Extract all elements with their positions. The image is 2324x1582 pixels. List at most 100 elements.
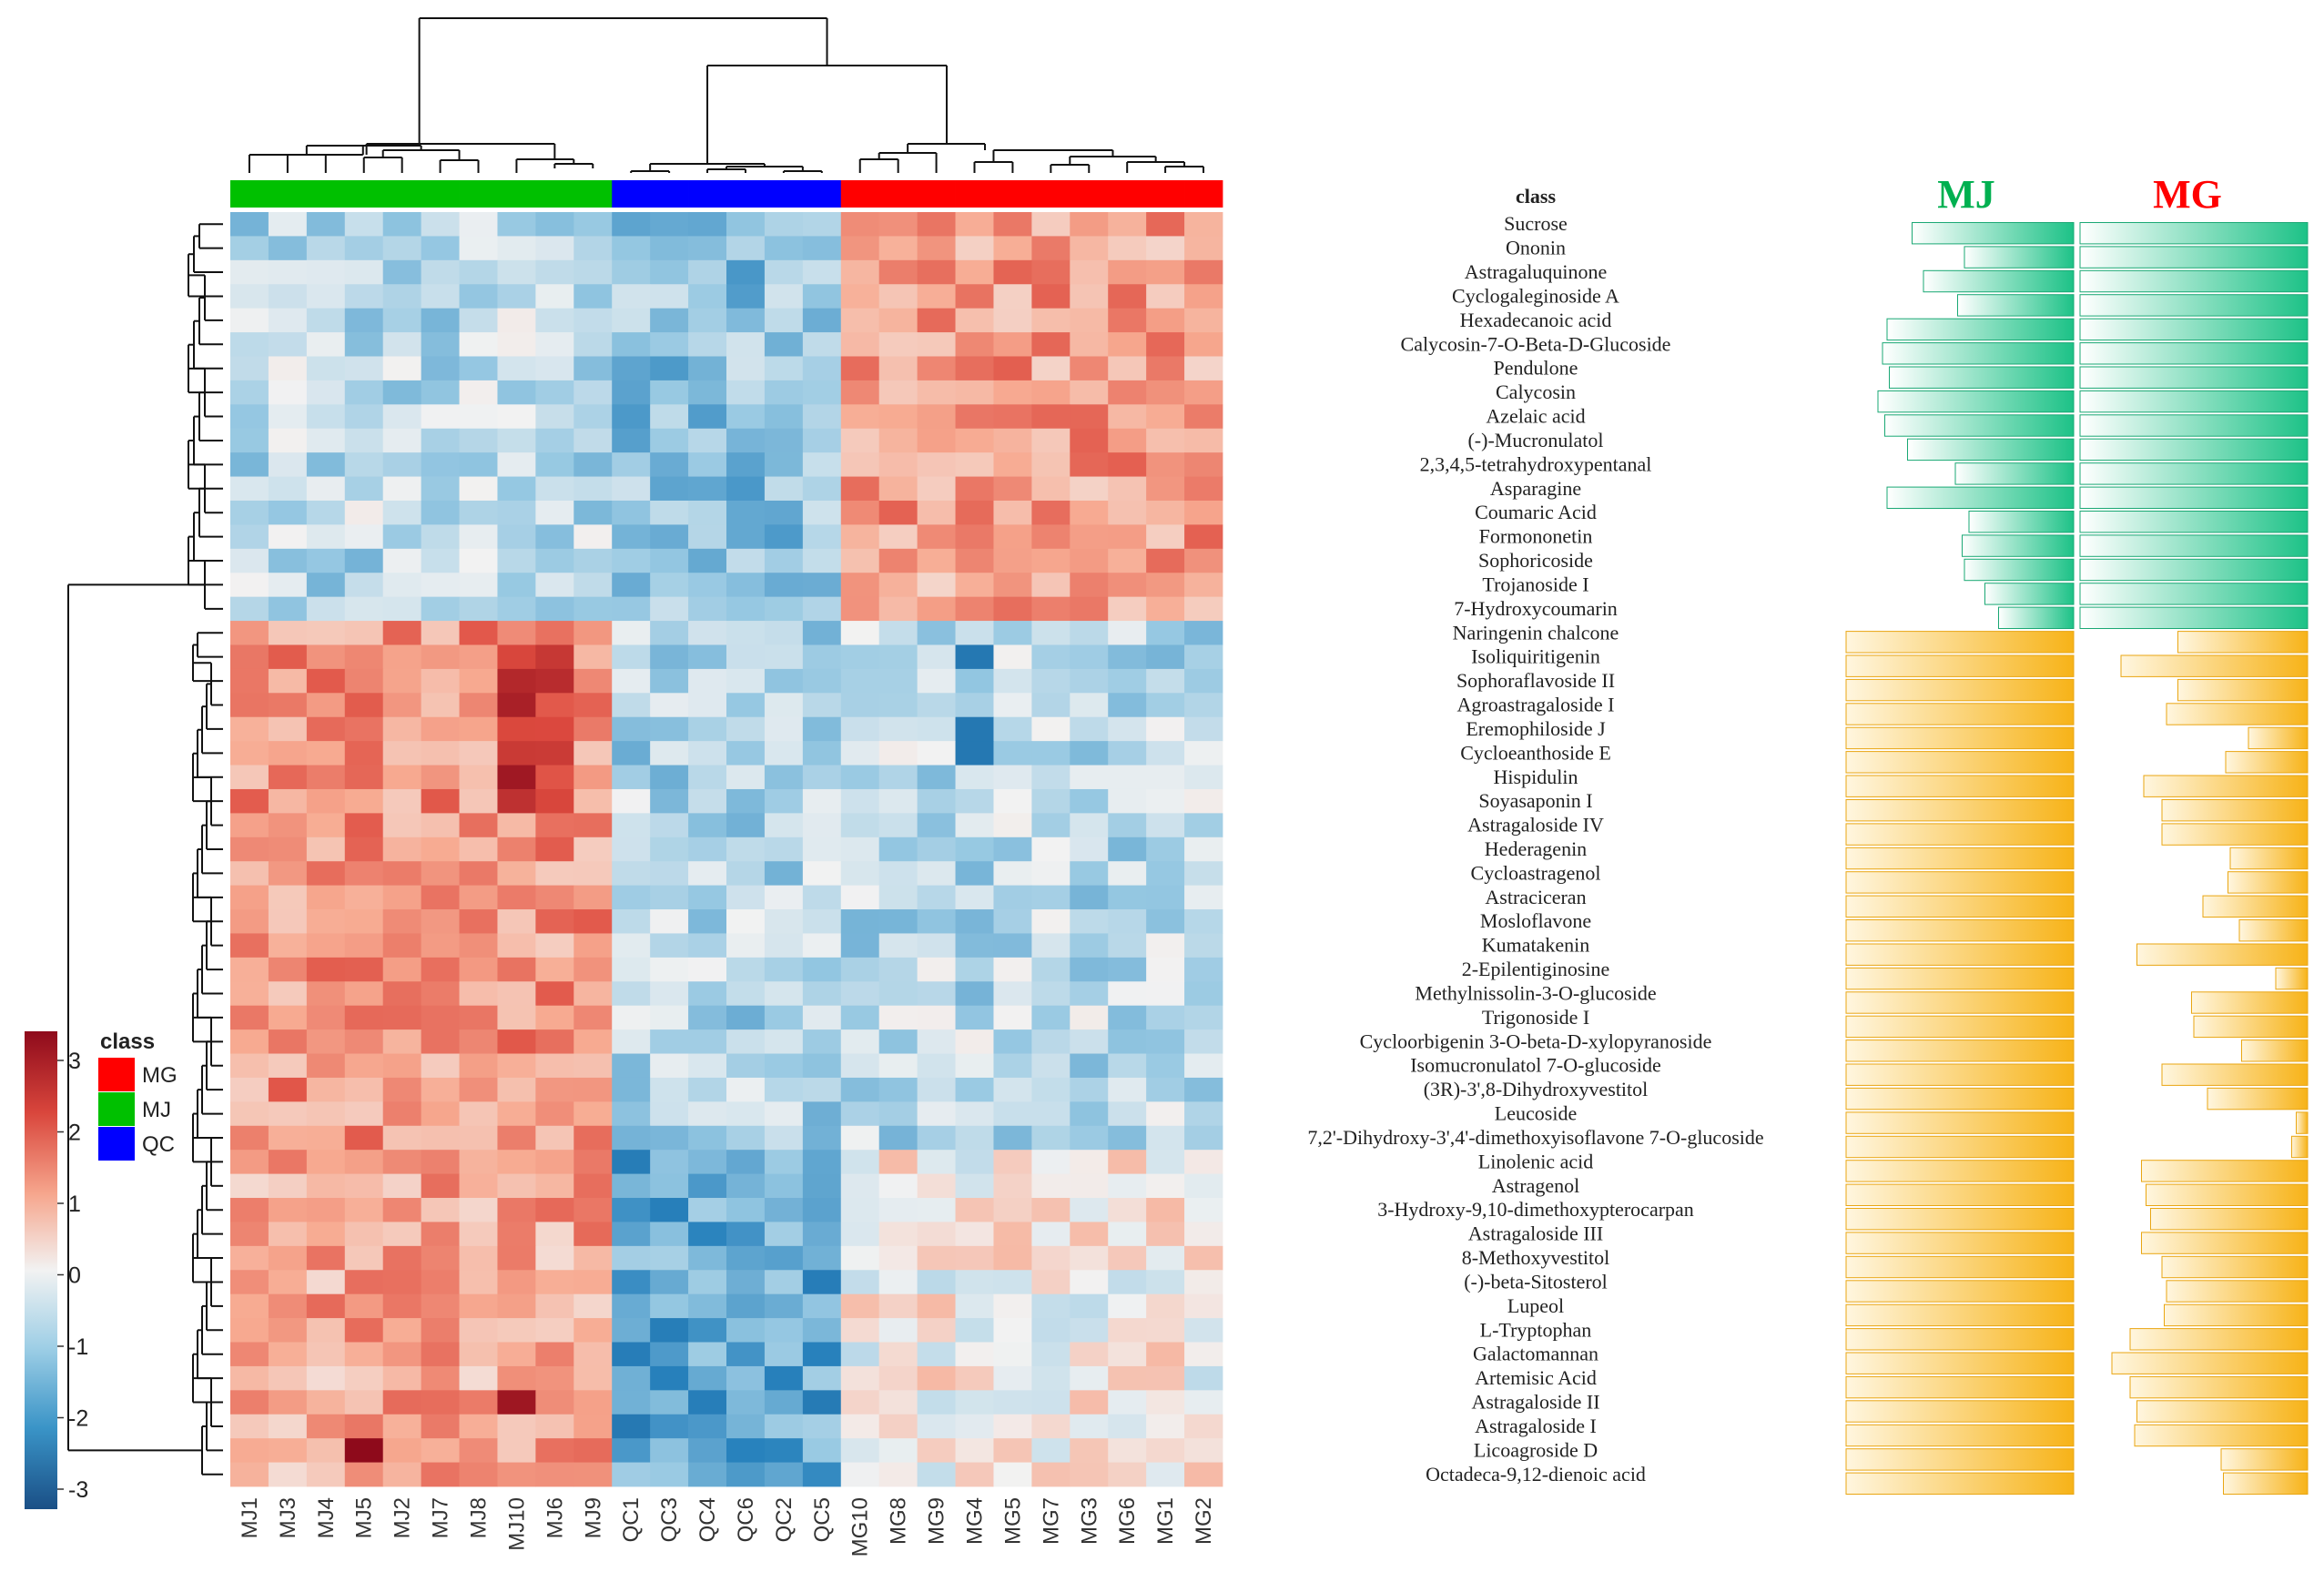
heatmap-cell — [1184, 716, 1223, 742]
heatmap-cell — [497, 741, 536, 766]
heatmap-cell — [1108, 1005, 1147, 1030]
heatmap-cell — [344, 1390, 384, 1415]
heatmap-cell — [497, 621, 536, 645]
mj-bar — [1962, 534, 2075, 557]
heatmap-cell — [1108, 741, 1147, 766]
heatmap-cell — [573, 1270, 613, 1295]
heatmap-cell — [497, 1150, 536, 1175]
heatmap-cell — [459, 1318, 498, 1343]
heatmap-cell — [230, 957, 269, 982]
heatmap-cell — [1070, 693, 1109, 718]
heatmap-cell — [1070, 837, 1109, 862]
heatmap-cell — [344, 1365, 384, 1391]
heatmap-cell — [1108, 380, 1147, 405]
heatmap-cell — [573, 1342, 613, 1367]
heatmap-cell — [955, 236, 994, 261]
heatmap-cell — [878, 716, 918, 742]
heatmap-cell — [917, 909, 956, 934]
heatmap-cell — [306, 1150, 346, 1175]
metabolite-label: Pendulone — [1494, 357, 1578, 380]
heatmap-cell — [650, 573, 689, 598]
heatmap-cell — [917, 284, 956, 309]
heatmap-cell — [382, 668, 422, 694]
heatmap-cell — [955, 428, 994, 453]
heatmap-cell — [497, 1222, 536, 1247]
heatmap-cell — [1108, 1365, 1147, 1391]
heatmap-cell — [650, 1005, 689, 1030]
scale-tick-label: -2 — [68, 1406, 88, 1432]
heatmap-cell — [764, 981, 804, 1007]
heatmap-cell — [993, 548, 1032, 573]
mj-bar — [1845, 895, 2075, 918]
heatmap-cell — [726, 1173, 766, 1199]
heatmap-cell — [268, 236, 308, 261]
heatmap-cell — [1031, 332, 1071, 357]
heatmap-cell — [344, 1029, 384, 1054]
heatmap-cell — [497, 1293, 536, 1319]
heatmap-cell — [268, 548, 308, 573]
heatmap-cell — [535, 1101, 574, 1127]
heatmap-cell — [268, 1222, 308, 1247]
heatmap-cell — [955, 716, 994, 742]
heatmap-cell — [802, 1053, 842, 1079]
heatmap-cell — [650, 1390, 689, 1415]
heatmap-cell — [955, 548, 994, 573]
heatmap-cell — [1146, 524, 1185, 550]
heatmap-cell — [764, 1101, 804, 1127]
heatmap-cell — [421, 1293, 460, 1319]
heatmap-cell — [764, 1053, 804, 1079]
heatmap-cell — [459, 259, 498, 285]
metabolite-label: Cycloastragenol — [1471, 861, 1601, 884]
heatmap-cell — [993, 1222, 1032, 1247]
heatmap-cell — [535, 668, 574, 694]
heatmap-cell — [1146, 837, 1185, 862]
heatmap-cell — [421, 308, 460, 333]
heatmap-cell — [421, 861, 460, 887]
heatmap-cell — [230, 1318, 269, 1343]
color-scale-bar — [25, 1031, 57, 1509]
heatmap-cell — [612, 308, 651, 333]
heatmap-cell — [1184, 644, 1223, 670]
heatmap-cell — [421, 1270, 460, 1295]
heatmap-cell — [1146, 1293, 1185, 1319]
heatmap-cell — [955, 1438, 994, 1463]
class-annotation-cell — [497, 180, 536, 208]
heatmap-cell — [344, 332, 384, 357]
heatmap-cell — [1070, 500, 1109, 525]
heatmap-cell — [382, 933, 422, 958]
heatmap-cell — [688, 1270, 727, 1295]
heatmap-cell — [917, 308, 956, 333]
heatmap-cell — [764, 909, 804, 934]
heatmap-cell — [764, 1150, 804, 1175]
heatmap-cell — [955, 284, 994, 309]
heatmap-cell — [802, 452, 842, 477]
heatmap-cell — [726, 380, 766, 405]
heatmap-cell — [306, 452, 346, 477]
heatmap-cell — [726, 1293, 766, 1319]
heatmap-cell — [1031, 596, 1071, 622]
heatmap-cell — [1031, 1029, 1071, 1054]
heatmap-cell — [650, 933, 689, 958]
heatmap-cell — [535, 741, 574, 766]
heatmap-cell — [497, 861, 536, 887]
heatmap-cell — [612, 765, 651, 790]
heatmap-cell — [535, 1173, 574, 1199]
heatmap-cell — [268, 404, 308, 430]
mg-bar — [2177, 631, 2309, 654]
metabolite-label: Calycosin-7-O-Beta-D-Glucoside — [1401, 332, 1671, 355]
heatmap-cell — [459, 861, 498, 887]
heatmap-cell — [535, 1245, 574, 1271]
heatmap-cell — [497, 1342, 536, 1367]
heatmap-cell — [955, 741, 994, 766]
heatmap-cell — [459, 788, 498, 814]
heatmap-cell — [421, 788, 460, 814]
heatmap-cell — [459, 404, 498, 430]
heatmap-cell — [1108, 668, 1147, 694]
heatmap-cell — [1184, 837, 1223, 862]
heatmap-cell — [573, 404, 613, 430]
heatmap-cell — [1184, 933, 1223, 958]
heatmap-cell — [993, 1318, 1032, 1343]
heatmap-cell — [1184, 1270, 1223, 1295]
heatmap-cell — [1108, 1029, 1147, 1054]
heatmap-cell — [1108, 1318, 1147, 1343]
